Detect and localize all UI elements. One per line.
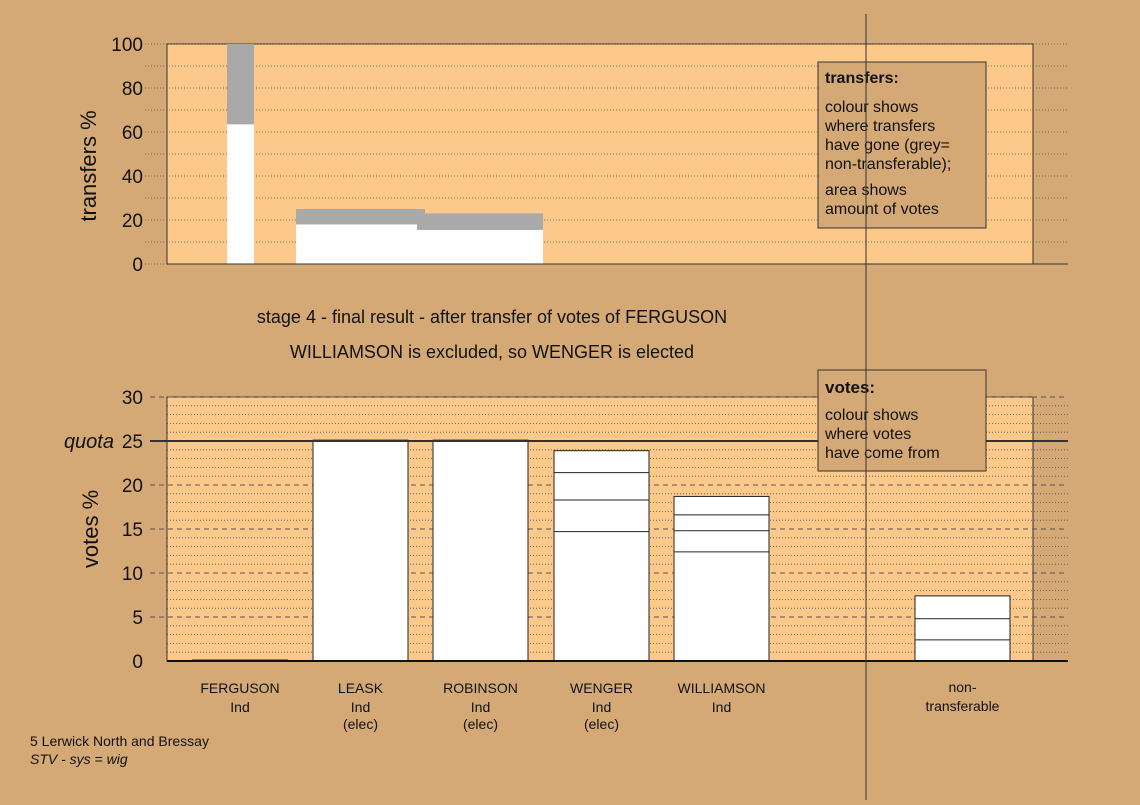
transfers-bar-robinson-transferred <box>417 229 543 264</box>
votes-y-axis-label: votes % <box>78 490 103 568</box>
stage-caption: stage 4 - final result - after transfer … <box>257 307 727 327</box>
transfers-y-tick-label: 100 <box>111 35 143 56</box>
transfers-legend-box <box>817 61 987 229</box>
result-caption: WILLIAMSON is excluded, so WENGER is ele… <box>290 342 694 362</box>
candidate-status-label: (elec) <box>343 716 378 732</box>
votes-chart: 0 5 10 15 20 25 30 quota votes % FERGUSON Ind LE… <box>64 369 1068 732</box>
nontransferable-label: transferable <box>926 698 1000 714</box>
transfers-legend-line: amount of votes <box>825 201 939 218</box>
transfers-y-tick-label: 40 <box>122 167 143 188</box>
transfers-legend-line: have gone (grey= <box>825 137 950 154</box>
system-label: STV - sys = wig <box>30 751 128 767</box>
candidate-party-label: Ind <box>712 699 731 715</box>
votes-y-tick-label: 0 <box>132 652 143 673</box>
votes-legend: votes: colour shows where votes have com… <box>817 369 987 472</box>
transfers-y-axis-label: transfers % <box>76 110 101 221</box>
transfers-chart: 0 20 40 60 80 100 transfers % transfers: colo… <box>76 35 1068 276</box>
transfers-bar-ferguson-nontransferable <box>227 44 254 125</box>
transfers-y-tick-label: 0 <box>132 255 143 276</box>
votes-x-labels: FERGUSONIndLEASKInd(elec)ROBINSONInd(ele… <box>200 679 999 732</box>
candidate-party-label: Ind <box>351 699 370 715</box>
candidate-name-label: LEASK <box>338 680 384 696</box>
candidate-party-label: Ind <box>592 699 611 715</box>
votes-y-ticks: 0 5 10 15 20 25 30 <box>122 388 143 673</box>
votes-y-tick-label: 25 <box>122 432 143 453</box>
candidate-party-label: Ind <box>230 699 249 715</box>
transfers-legend-title: transfers: <box>825 70 899 87</box>
candidate-name-label: WILLIAMSON <box>678 680 766 696</box>
votes-bar-nontransferable <box>914 595 1011 662</box>
transfers-bar-ferguson-transferred <box>227 124 254 264</box>
nontransferable-label: non- <box>948 679 976 695</box>
votes-legend-line: where votes <box>824 426 911 443</box>
candidate-status-label: (elec) <box>584 716 619 732</box>
candidate-status-label: (elec) <box>463 716 498 732</box>
transfers-bar-robinson-nontransferable <box>417 213 543 230</box>
votes-legend-box <box>817 369 987 472</box>
transfers-y-tick-label: 80 <box>122 79 143 100</box>
transfers-y-ticks: 0 20 40 60 80 100 <box>111 35 143 276</box>
votes-y-tick-label: 5 <box>132 608 143 629</box>
votes-bar-robinson <box>432 439 529 662</box>
transfers-legend-line: non-transferable); <box>825 156 951 173</box>
transfers-bar-leask-transferred <box>296 224 425 264</box>
votes-bar-williamson <box>673 495 770 662</box>
votes-y-tick-label: 15 <box>122 520 143 541</box>
transfers-y-tick-label: 60 <box>122 123 143 144</box>
transfers-legend: transfers: colour shows where transfers … <box>817 61 987 229</box>
candidate-name-label: WENGER <box>570 680 633 696</box>
candidate-party-label: Ind <box>471 699 490 715</box>
transfers-bars <box>227 44 543 264</box>
transfers-bar-leask-nontransferable <box>296 209 425 225</box>
votes-y-tick-label: 30 <box>122 388 143 409</box>
votes-y-tick-label: 20 <box>122 476 143 497</box>
candidate-name-label: ROBINSON <box>443 680 518 696</box>
candidate-name-label: FERGUSON <box>200 680 279 696</box>
votes-bar-wenger <box>553 450 650 662</box>
votes-bar-leask <box>312 439 409 662</box>
transfers-legend-line: colour shows <box>825 99 918 116</box>
transfers-y-tick-label: 20 <box>122 211 143 232</box>
quota-label: quota <box>64 431 114 453</box>
votes-y-tick-label: 10 <box>122 564 143 585</box>
votes-bars <box>192 439 1011 662</box>
transfers-legend-line: where transfers <box>824 118 935 135</box>
votes-legend-title: votes: <box>825 378 875 397</box>
ward-name: 5 Lerwick North and Bressay <box>30 733 209 749</box>
votes-legend-line: colour shows <box>825 407 918 424</box>
votes-legend-line: have come from <box>825 445 940 462</box>
